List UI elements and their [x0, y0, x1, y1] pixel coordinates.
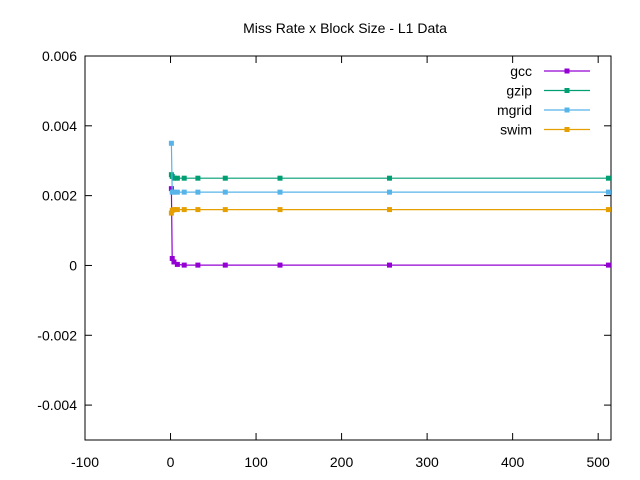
data-point-mgrid — [195, 189, 201, 195]
data-point-gcc — [169, 255, 175, 261]
data-point-gcc — [168, 186, 174, 192]
data-point-mgrid — [181, 189, 187, 195]
x-tick-label: 0 — [167, 454, 175, 470]
y-tick-label: -0.002 — [37, 327, 77, 343]
data-point-gzip — [171, 175, 177, 181]
legend-marker-gzip — [564, 88, 570, 93]
x-tick-label: 400 — [501, 454, 525, 470]
data-point-gzip — [195, 175, 201, 181]
data-point-gcc — [181, 262, 187, 268]
data-point-swim — [174, 207, 180, 213]
data-point-swim — [195, 207, 201, 213]
data-point-swim — [386, 207, 392, 213]
series-mgrid — [168, 140, 611, 195]
data-point-swim — [605, 207, 611, 213]
y-tick-label: 0.004 — [42, 118, 77, 134]
legend-marker-gcc — [564, 68, 570, 74]
data-point-gzip — [222, 175, 228, 181]
y-tick-label: 0.002 — [42, 188, 77, 204]
data-point-swim — [222, 207, 228, 213]
data-point-swim — [171, 207, 177, 213]
legend-marker-swim — [564, 127, 570, 132]
data-point-gzip — [174, 175, 180, 181]
data-point-mgrid — [605, 189, 611, 195]
legend-marker-mgrid — [564, 107, 570, 113]
data-point-gzip — [181, 175, 187, 181]
series-swim — [168, 207, 611, 216]
data-point-mgrid — [168, 140, 174, 146]
data-point-gcc — [386, 262, 392, 268]
data-point-mgrid — [171, 189, 177, 195]
x-tick-label: 500 — [586, 454, 610, 470]
x-tick-label: -100 — [71, 454, 99, 470]
y-tick-label: -0.004 — [37, 397, 77, 413]
data-point-gcc — [277, 262, 283, 268]
data-point-gcc — [605, 262, 611, 268]
legend: gcc gzip mgrid swim — [497, 63, 590, 138]
chart-title: Miss Rate x Block Size - L1 Data — [243, 20, 447, 36]
data-point-mgrid — [222, 189, 228, 195]
x-tick-label: 100 — [244, 454, 268, 470]
data-point-mgrid — [386, 189, 392, 195]
data-point-gcc — [195, 262, 201, 268]
data-point-mgrid — [174, 189, 180, 195]
y-tick-label: 0 — [69, 257, 77, 273]
data-point-gzip — [386, 175, 392, 181]
data-point-swim — [181, 207, 187, 213]
x-tick-label: 200 — [330, 454, 354, 470]
plot-frame — [84, 55, 612, 441]
data-point-gcc — [171, 259, 177, 265]
data-point-swim — [277, 207, 283, 213]
data-point-gzip — [277, 175, 283, 181]
legend-label-gcc: gcc — [510, 63, 532, 79]
y-tick-label: 0.006 — [42, 48, 77, 64]
data-point-gcc — [174, 261, 180, 267]
series-line-gcc — [170, 188, 609, 266]
series-layer — [168, 140, 611, 268]
legend-label-swim: swim — [500, 122, 532, 138]
series-gzip — [168, 172, 611, 181]
data-point-gcc — [222, 262, 228, 268]
legend-label-gzip: gzip — [506, 83, 532, 99]
legend-label-mgrid: mgrid — [497, 102, 532, 118]
series-line-mgrid — [170, 143, 609, 193]
data-point-swim — [168, 210, 174, 216]
data-point-mgrid — [277, 189, 283, 195]
data-point-gzip — [605, 175, 611, 181]
x-tick-label: 300 — [415, 454, 439, 470]
series-gcc — [168, 186, 611, 268]
